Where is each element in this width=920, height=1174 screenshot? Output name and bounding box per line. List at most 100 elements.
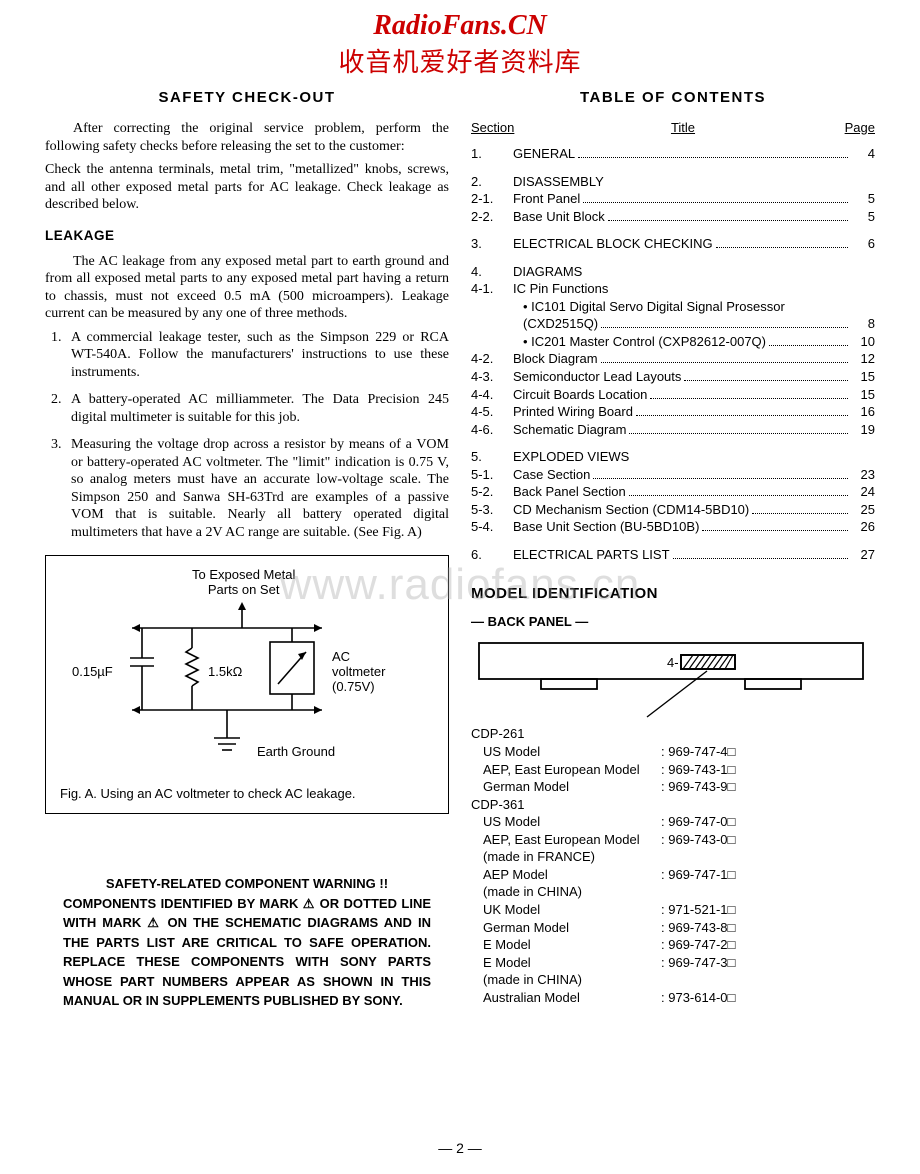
- toc-num: 5.: [471, 448, 513, 466]
- watermark-line2: 收音机爱好者资料库: [45, 42, 875, 79]
- toc-entry-title: EXPLODED VIEWS: [513, 448, 629, 466]
- toc-num: 4-2.: [471, 350, 513, 368]
- watermark-header: RadioFans.CN 收音机爱好者资料库: [45, 10, 875, 79]
- model-name: E Model: [471, 954, 661, 972]
- toc-page: 4: [851, 145, 875, 163]
- toc-num: 4.: [471, 263, 513, 281]
- toc-entry-title: DIAGRAMS: [513, 263, 582, 281]
- toc-entry-title: Back Panel Section: [513, 483, 626, 501]
- toc-entry-title: • IC101 Digital Servo Digital Signal Pro…: [513, 298, 785, 316]
- figure-a-caption: Fig. A. Using an AC voltmeter to check A…: [60, 786, 434, 801]
- toc-row: 4-1.IC Pin Functions: [471, 280, 875, 298]
- toc-num: 3.: [471, 235, 513, 253]
- toc-header-section: Section: [471, 120, 531, 135]
- toc-num: 5-1.: [471, 466, 513, 484]
- toc-num: 2.: [471, 173, 513, 191]
- model-row: US Model969-747-4□: [471, 743, 875, 761]
- model-row: AEP Model969-747-1□: [471, 866, 875, 884]
- toc-num: 2-1.: [471, 190, 513, 208]
- model-name: (made in FRANCE): [471, 848, 661, 866]
- model-code: 969-747-1□: [661, 866, 735, 884]
- model-row: UK Model971-521-1□: [471, 901, 875, 919]
- model-code: 969-743-9□: [661, 778, 735, 796]
- toc-entry-title: Base Unit Block: [513, 208, 605, 226]
- model-name: E Model: [471, 936, 661, 954]
- toc-entry-title: Block Diagram: [513, 350, 598, 368]
- right-column: TABLE OF CONTENTS Section Title Page 1.G…: [471, 81, 875, 1011]
- model-name: German Model: [471, 919, 661, 937]
- safety-warning: SAFETY-RELATED COMPONENT WARNING !! COMP…: [63, 874, 431, 1011]
- toc-row: 5-1.Case Section23: [471, 466, 875, 484]
- model-name: US Model: [471, 743, 661, 761]
- model-name: Australian Model: [471, 989, 661, 1007]
- model-row: US Model969-747-0□: [471, 813, 875, 831]
- toc-num: 4-1.: [471, 280, 513, 298]
- toc-num: 5-3.: [471, 501, 513, 519]
- toc-row: 2.DISASSEMBLY: [471, 173, 875, 191]
- toc-page: 19: [851, 421, 875, 439]
- model-code: 969-747-3□: [661, 954, 735, 972]
- toc-page: 15: [851, 368, 875, 386]
- method-3: Measuring the voltage drop across a resi…: [65, 436, 449, 541]
- toc-row: 4-4.Circuit Boards Location15: [471, 386, 875, 404]
- toc-page: 25: [851, 501, 875, 519]
- toc-header-row: Section Title Page: [471, 120, 875, 135]
- model-row: E Model969-747-3□: [471, 954, 875, 972]
- method-2: A battery-operated AC milliammeter. The …: [65, 391, 449, 426]
- toc-row: 2-2.Base Unit Block5: [471, 208, 875, 226]
- toc-row: 4-5.Printed Wiring Board16: [471, 403, 875, 421]
- model-row: (made in FRANCE): [471, 848, 875, 866]
- toc-row: 5-3.CD Mechanism Section (CDM14-5BD10) 25: [471, 501, 875, 519]
- toc-entry-title: GENERAL: [513, 145, 575, 163]
- leakage-para: The AC leakage from any exposed metal pa…: [45, 253, 449, 323]
- toc-page: 24: [851, 483, 875, 501]
- model-name: (made in CHINA): [471, 971, 661, 989]
- toc-page: 12: [851, 350, 875, 368]
- toc-page: 6: [851, 235, 875, 253]
- model-name: UK Model: [471, 901, 661, 919]
- model-name: (made in CHINA): [471, 883, 661, 901]
- page-number: — 2 —: [0, 1140, 920, 1156]
- toc-num: 4-4.: [471, 386, 513, 404]
- toc-row: 1.GENERAL 4: [471, 145, 875, 163]
- toc-row: 5-4.Base Unit Section (BU-5BD10B)26: [471, 518, 875, 536]
- toc-entry-title: (CXD2515Q): [513, 315, 598, 333]
- toc-row: 5.EXPLODED VIEWS: [471, 448, 875, 466]
- toc-entry-title: • IC201 Master Control (CXP82612-007Q): [513, 333, 766, 351]
- warning-body: COMPONENTS IDENTIFIED BY MARK ⚠ OR DOTTE…: [63, 896, 431, 1009]
- toc-num: 5-4.: [471, 518, 513, 536]
- toc-num: 5-2.: [471, 483, 513, 501]
- model-list: CDP-261US Model969-747-4□AEP, East Europ…: [471, 725, 875, 1006]
- model-code: 971-521-1□: [661, 901, 735, 919]
- toc-page: 15: [851, 386, 875, 404]
- toc-entry-title: Printed Wiring Board: [513, 403, 633, 421]
- model-name: German Model: [471, 778, 661, 796]
- toc-page: 10: [851, 333, 875, 351]
- toc-entry-title: IC Pin Functions: [513, 280, 608, 298]
- circuit-diagram: To Exposed Metal Parts on Set 0.15µF 1.5…: [62, 570, 432, 770]
- model-row: German Model969-743-9□: [471, 778, 875, 796]
- toc-row: 6.ELECTRICAL PARTS LIST27: [471, 546, 875, 564]
- back-panel-label: — BACK PANEL —: [471, 614, 875, 629]
- back-panel-diagram: 4-: [471, 637, 871, 721]
- model-row: (made in CHINA): [471, 971, 875, 989]
- toc-entry-title: CD Mechanism Section (CDM14-5BD10): [513, 501, 749, 519]
- toc-row: 4-3.Semiconductor Lead Layouts15: [471, 368, 875, 386]
- model-name: AEP Model: [471, 866, 661, 884]
- model-row: E Model969-747-2□: [471, 936, 875, 954]
- model-code: 969-747-2□: [661, 936, 735, 954]
- toc-entry-title: Front Panel: [513, 190, 580, 208]
- model-row: Australian Model973-614-0□: [471, 989, 875, 1007]
- left-column: SAFETY CHECK-OUT After correcting the or…: [45, 81, 449, 1011]
- toc-page: 26: [851, 518, 875, 536]
- fig-meter-label: AC voltmeter (0.75V): [332, 650, 385, 695]
- toc-header-title: Title: [531, 120, 835, 135]
- method-1: A commercial leakage tester, such as the…: [65, 329, 449, 382]
- toc-num: 1.: [471, 145, 513, 163]
- toc-row: 4.DIAGRAMS: [471, 263, 875, 281]
- toc-page: 5: [851, 190, 875, 208]
- fig-top-label: To Exposed Metal Parts on Set: [192, 568, 295, 598]
- fig-cap-label: 0.15µF: [72, 665, 113, 680]
- toc-row: • IC101 Digital Servo Digital Signal Pro…: [471, 298, 875, 316]
- toc-entry-title: ELECTRICAL PARTS LIST: [513, 546, 670, 564]
